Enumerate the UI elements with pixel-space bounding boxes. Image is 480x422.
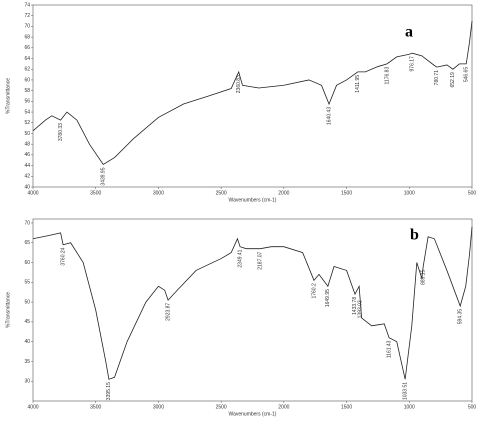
y-tick-label: 52 xyxy=(24,120,30,126)
x-tick-label: 4000 xyxy=(27,404,38,410)
x-tick-label: 500 xyxy=(468,404,477,410)
y-tick-label: 48 xyxy=(24,142,30,148)
y-tick-label: 42 xyxy=(24,174,30,180)
spectrum-line xyxy=(32,226,473,380)
y-tick-label: 60 xyxy=(24,77,30,83)
peak-label: 3780.33 xyxy=(58,123,64,141)
y-tick-label: 40 xyxy=(24,339,30,345)
peak-label: 1393.03 xyxy=(357,300,363,318)
x-tick-label: 500 xyxy=(468,190,477,196)
y-axis-label: %Transmittance xyxy=(5,78,11,114)
peak-label: 3395.15 xyxy=(106,382,112,400)
peak-label: 2349.41 xyxy=(237,249,243,267)
y-tick-label: 70 xyxy=(24,24,30,30)
peak-label: 1161.43 xyxy=(386,340,392,358)
peak-label: 1433.78 xyxy=(352,297,358,315)
peak-label: 1411.95 xyxy=(355,75,361,93)
y-tick-label: 62 xyxy=(24,67,30,73)
peak-label: 1640.43 xyxy=(326,107,332,125)
x-tick-label: 3500 xyxy=(90,404,101,410)
x-tick-label: 1000 xyxy=(404,404,415,410)
y-tick-label: 68 xyxy=(24,34,30,40)
peak-label: 652.19 xyxy=(450,72,456,88)
peak-label: 2360.83 xyxy=(236,75,242,93)
x-tick-label: 2000 xyxy=(278,404,289,410)
panel-label: b xyxy=(410,227,419,244)
peak-label: 1033.51 xyxy=(402,382,408,400)
x-axis-label: Wavenumbers (cm-1) xyxy=(229,411,277,417)
y-tick-label: 44 xyxy=(24,163,30,169)
y-tick-label: 72 xyxy=(24,13,30,19)
x-tick-label: 1500 xyxy=(341,404,352,410)
y-tick-label: 54 xyxy=(24,109,30,115)
y-tick-label: 50 xyxy=(24,131,30,137)
y-tick-label: 55 xyxy=(24,280,30,286)
panel-label: a xyxy=(405,24,413,41)
y-tick-label: 45 xyxy=(24,319,30,325)
y-tick-label: 30 xyxy=(24,379,30,385)
y-tick-label: 60 xyxy=(24,260,30,266)
peak-label: 2923.87 xyxy=(165,303,171,321)
peak-label: 1176.83 xyxy=(384,67,390,85)
peak-label: 780.71 xyxy=(434,70,440,86)
y-tick-label: 65 xyxy=(24,240,30,246)
spectrum-line xyxy=(32,21,473,166)
peak-label: 2187.07 xyxy=(258,251,264,269)
y-tick-label: 56 xyxy=(24,99,30,105)
x-tick-label: 3000 xyxy=(153,190,164,196)
x-tick-label: 3000 xyxy=(153,404,164,410)
x-tick-label: 1500 xyxy=(341,190,352,196)
y-tick-label: 35 xyxy=(24,359,30,365)
y-tick-label: 70 xyxy=(24,220,30,226)
y-tick-label: 58 xyxy=(24,88,30,94)
x-tick-label: 1000 xyxy=(404,190,415,196)
peak-label: 1760.2 xyxy=(311,283,317,299)
peak-label: 976.17 xyxy=(410,56,416,72)
plot-frame xyxy=(32,218,473,402)
y-tick-label: 74 xyxy=(24,2,30,8)
peak-label: 3439.95 xyxy=(101,167,107,185)
y-tick-label: 66 xyxy=(24,45,30,51)
peak-label: 889.15 xyxy=(421,269,427,285)
x-tick-label: 3500 xyxy=(90,190,101,196)
x-tick-label: 2500 xyxy=(216,404,227,410)
y-tick-label: 46 xyxy=(24,152,30,158)
peak-label: 594.35 xyxy=(457,309,463,325)
x-tick-label: 4000 xyxy=(27,190,38,196)
y-axis-label: %Transmittance xyxy=(5,292,11,328)
plot-frame xyxy=(32,4,473,188)
y-tick-label: 50 xyxy=(24,299,30,305)
x-axis-label: Wavenumbers (cm-1) xyxy=(229,197,277,203)
peak-label: 1649.95 xyxy=(325,289,331,307)
y-tick-label: 40 xyxy=(24,184,30,190)
x-tick-label: 2500 xyxy=(216,190,227,196)
peak-label: 3760.24 xyxy=(60,247,66,265)
x-tick-label: 2000 xyxy=(278,190,289,196)
peak-label: 546.65 xyxy=(463,67,469,83)
y-tick-label: 64 xyxy=(24,56,30,62)
